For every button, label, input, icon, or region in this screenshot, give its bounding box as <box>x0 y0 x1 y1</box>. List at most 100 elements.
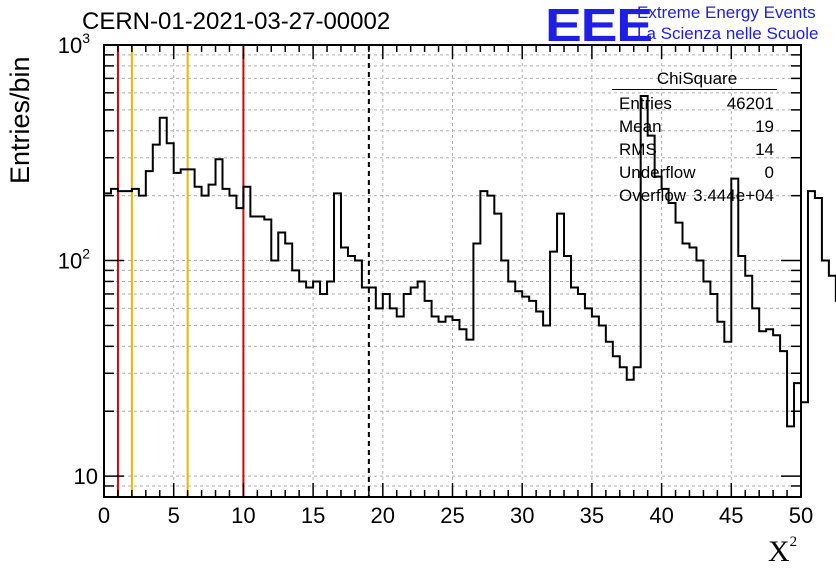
stats-key: Overflow <box>619 186 687 205</box>
histogram-bin <box>627 380 634 497</box>
histogram-bin <box>738 256 745 497</box>
histogram-bin <box>829 276 836 497</box>
histogram-bin <box>752 308 759 497</box>
histogram-bin <box>229 196 236 497</box>
histogram-bin <box>327 281 334 497</box>
histogram-bin <box>111 189 118 497</box>
stats-key: Mean <box>619 117 662 136</box>
histogram-bin <box>731 179 738 497</box>
x-tick-label: 50 <box>789 503 813 528</box>
histogram-bin <box>355 261 362 497</box>
histogram-bin <box>439 322 446 497</box>
histogram-bin <box>676 223 683 497</box>
stats-value: 46201 <box>726 94 774 113</box>
stats-key: Underflow <box>619 163 696 182</box>
histogram-bin <box>571 287 578 497</box>
histogram-bin <box>348 256 355 497</box>
histogram-bin <box>703 281 710 497</box>
y-tick-label: 102 <box>58 246 90 274</box>
histogram-bin <box>369 287 376 497</box>
stats-row-mean: Mean 19 <box>612 115 774 138</box>
histogram-bin <box>613 356 620 497</box>
histogram-bin <box>745 276 752 497</box>
x-tick-label: 5 <box>168 503 180 528</box>
histogram-bin <box>250 217 257 497</box>
histogram-bin <box>453 320 460 497</box>
stats-value: 0 <box>764 163 774 182</box>
histogram-bin <box>766 329 773 497</box>
histogram-bin <box>508 281 515 497</box>
x-tick-label: 45 <box>719 503 743 528</box>
histogram-bin <box>181 169 188 497</box>
stats-key: Entries <box>619 94 672 113</box>
histogram-bin <box>397 317 404 497</box>
stats-box: ChiSquare Entries 46201 Mean 19 RMS 14 Unde… <box>612 69 777 207</box>
histogram-bin <box>620 367 627 497</box>
histogram-bin <box>425 301 432 497</box>
histogram-bin <box>717 322 724 497</box>
histogram-bin <box>696 261 703 497</box>
histogram-bin <box>724 342 731 497</box>
y-axis-label: Entries/bin <box>5 56 35 184</box>
histogram-bin <box>487 196 494 497</box>
histogram-bin <box>146 171 153 497</box>
histogram-bin <box>536 312 543 497</box>
histogram-bin <box>383 294 390 497</box>
histogram-bin <box>585 308 592 497</box>
histogram-bin <box>160 118 167 497</box>
histogram-bin <box>292 270 299 497</box>
histogram-bin <box>662 189 669 497</box>
histogram-bin <box>529 301 536 497</box>
histogram-bin <box>285 243 292 497</box>
histogram-bin <box>306 287 313 497</box>
histogram-bin <box>174 173 181 497</box>
stats-title: ChiSquare <box>656 69 738 88</box>
histogram-bin <box>418 281 425 497</box>
x-tick-label: 10 <box>231 503 255 528</box>
x-tick-label: 30 <box>510 503 534 528</box>
histogram-bin <box>257 217 264 497</box>
histogram-bin <box>773 335 780 497</box>
histogram-bin <box>780 351 787 497</box>
histogram-bin <box>683 243 690 497</box>
histogram-bin <box>689 247 696 497</box>
histogram-bin <box>480 191 487 497</box>
histogram-bin <box>473 243 480 497</box>
histogram-bin <box>411 287 418 497</box>
histogram-bin <box>278 232 285 497</box>
histogram-bin <box>494 214 501 497</box>
histogram-bin <box>522 297 529 497</box>
histogram-bin <box>209 185 216 497</box>
y-tick-label-exponent: 3 <box>82 30 90 46</box>
histogram-bin <box>815 198 822 497</box>
histogram-bin <box>592 317 599 497</box>
stats-row-overflow: Overflow 3.444e+04 <box>612 184 774 207</box>
histogram-series <box>104 94 836 428</box>
histogram-bin <box>139 196 146 497</box>
histogram-bin <box>655 177 662 497</box>
histogram-bin <box>264 220 271 497</box>
histogram-bin <box>557 214 564 497</box>
histogram-bin <box>794 383 801 497</box>
x-tick-label: 40 <box>649 503 673 528</box>
histogram-bin <box>195 187 202 497</box>
histogram-bin <box>271 261 278 497</box>
histogram-bin <box>501 261 508 497</box>
stats-row-rms: RMS 14 <box>612 138 774 161</box>
histogram-bin <box>390 308 397 497</box>
histogram-bin <box>606 342 613 497</box>
x-axis-label: X2 <box>768 534 797 569</box>
histogram-bin <box>299 281 306 497</box>
histogram-bin <box>515 291 522 497</box>
stats-row-entries: Entries 46201 <box>612 92 774 115</box>
histogram-bin <box>132 189 139 497</box>
histogram-bin <box>404 294 411 497</box>
histogram-bin <box>578 294 585 497</box>
histogram-bin <box>564 256 571 497</box>
histogram-bin <box>759 331 766 497</box>
y-tick-label: 10 <box>74 464 98 489</box>
histogram-bin <box>669 203 676 497</box>
histogram-bin <box>466 340 473 497</box>
histogram-bin <box>550 252 557 497</box>
histogram-bin <box>710 294 717 497</box>
